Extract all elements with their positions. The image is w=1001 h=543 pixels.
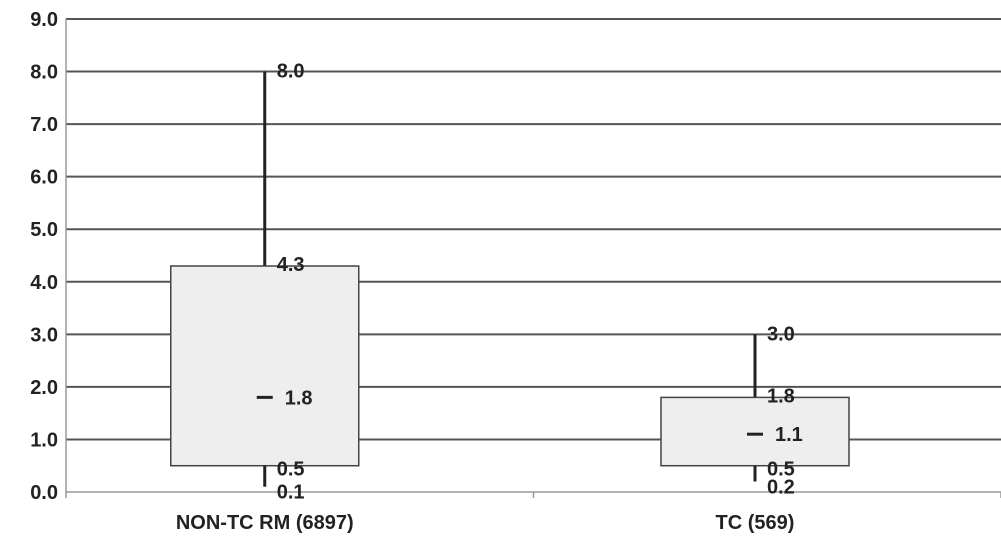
y-axis-tick-labels: 0.0 1.0 2.0 3.0 4.0 5.0 6.0 7.0 8.0 9.0 xyxy=(30,9,58,504)
axes xyxy=(65,19,1001,498)
value-label-max: 8.0 xyxy=(277,61,305,83)
value-label-median: 1.8 xyxy=(285,387,313,409)
value-label-q3: 1.8 xyxy=(767,385,795,407)
value-label-min: 0.1 xyxy=(277,482,305,504)
value-label-q1: 0.5 xyxy=(277,459,305,481)
y-tick-label: 6.0 xyxy=(30,167,58,189)
value-label-median: 1.1 xyxy=(775,424,803,446)
y-tick-label: 3.0 xyxy=(30,324,58,346)
value-label-q1: 0.5 xyxy=(767,459,795,481)
y-tick-label: 0.0 xyxy=(30,482,58,504)
category-label: NON-TC RM (6897) xyxy=(176,512,354,534)
box-2: 3.0 1.8 1.1 0.50.2 xyxy=(660,323,850,498)
value-label-min: 0.2 xyxy=(767,476,795,498)
value-label-max: 3.0 xyxy=(767,323,795,345)
y-tick-label: 1.0 xyxy=(30,429,58,451)
y-tick-label: 2.0 xyxy=(30,377,58,399)
interquartile-box xyxy=(660,396,850,467)
y-tick-label: 8.0 xyxy=(30,62,58,84)
y-tick-label: 9.0 xyxy=(30,9,58,31)
value-label-q3: 4.3 xyxy=(277,254,305,276)
y-tick-label: 5.0 xyxy=(30,219,58,241)
interquartile-box xyxy=(170,265,360,467)
box-1: 8.0 4.3 1.8 0.50.1 xyxy=(170,61,360,504)
y-tick-label: 4.0 xyxy=(30,272,58,294)
y-tick-label: 7.0 xyxy=(30,114,58,136)
category-label: TC (569) xyxy=(716,512,795,534)
x-axis-category-labels: NON-TC RM (6897) TC (569) xyxy=(176,512,795,534)
boxes: 8.04.31.80.50.13.01.81.10.50.2 xyxy=(170,61,850,504)
